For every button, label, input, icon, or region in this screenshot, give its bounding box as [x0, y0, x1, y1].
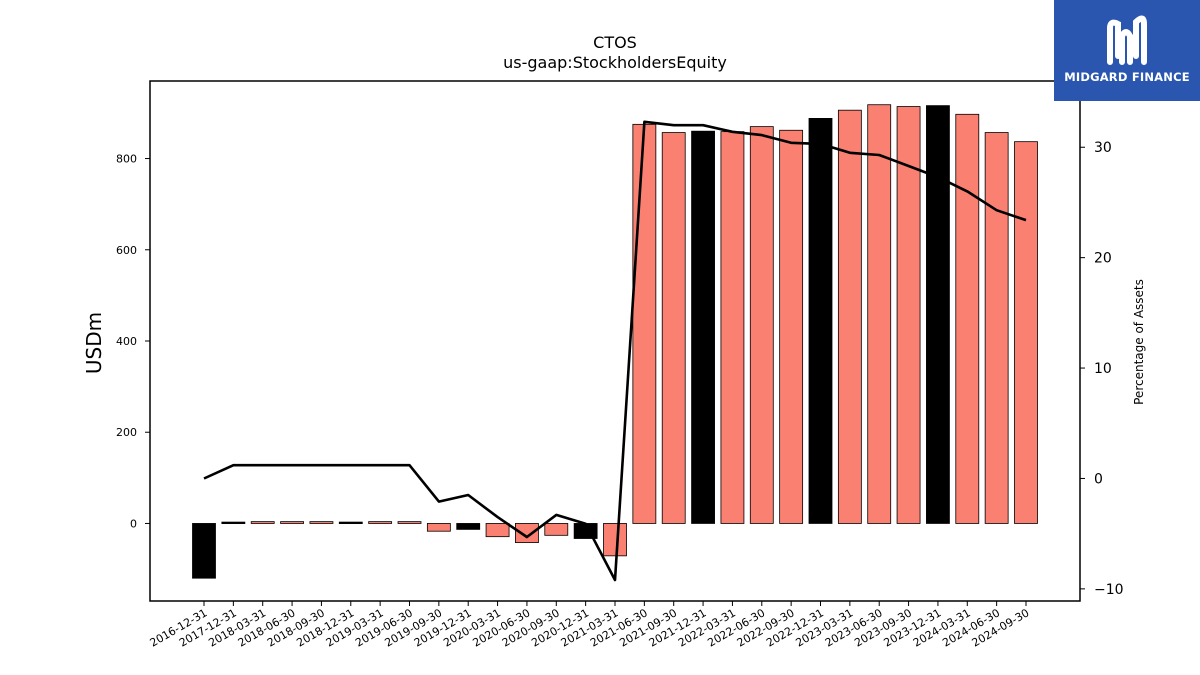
percentage-line-series: [203, 120, 1027, 582]
y2-tick-label: 30: [1094, 140, 1112, 156]
percentage-line: [203, 120, 1027, 582]
bar-2020-06-30: [515, 523, 539, 544]
bar-2020-09-30: [544, 523, 569, 536]
midgard-finance-logo: MIDGARD FINANCE: [1054, 0, 1200, 101]
bar-2021-12-31: [691, 130, 715, 524]
bar-2018-12-31: [338, 521, 363, 524]
bar-2024-06-30: [984, 132, 1009, 524]
chart-subtitle: us-gaap:StockholdersEquity: [503, 53, 727, 72]
y2-tick-label: −10: [1094, 582, 1124, 598]
y-tick-label: 800: [116, 153, 137, 166]
chart-title: CTOS: [593, 33, 637, 52]
bar-2020-03-31: [485, 523, 510, 538]
bar-2023-06-30: [867, 104, 892, 524]
bar-2022-06-30: [749, 126, 774, 524]
bar-2017-12-31: [221, 521, 246, 524]
y-tick-label: 0: [130, 517, 137, 530]
bar-2018-03-31: [250, 521, 275, 524]
logo-text: MIDGARD FINANCE: [1064, 70, 1190, 84]
bar-2021-03-31: [603, 523, 627, 557]
bar-2023-03-31: [837, 109, 862, 524]
y2-tick-label: 0: [1094, 471, 1103, 487]
y-axis-label: USDm: [82, 312, 106, 374]
bar-2019-09-30: [426, 523, 451, 532]
bar-2023-12-31: [926, 105, 950, 524]
bar-2024-03-31: [955, 113, 980, 524]
right-axis-ticks: −10 0 10 20 30: [1080, 140, 1124, 598]
bar-2022-12-31: [808, 118, 833, 524]
bar-2022-09-30: [779, 129, 804, 524]
bar-2018-06-30: [280, 521, 304, 524]
bar-2024-09-30: [1014, 141, 1038, 524]
bar-2019-03-31: [368, 521, 393, 524]
bar-2016-12-31: [192, 523, 216, 579]
midgard-logo-mark-icon: [1107, 15, 1147, 65]
y2-tick-label: 20: [1094, 251, 1112, 267]
x-axis-ticks: 2016-12-312017-12-312018-03-312018-06-30…: [148, 601, 1032, 650]
bar-2021-09-30: [661, 132, 686, 524]
bar-2021-06-30: [632, 123, 657, 524]
bar-2018-09-30: [309, 521, 334, 524]
y2-axis-label: Percentage of Assets: [1132, 279, 1146, 405]
y-tick-label: 400: [116, 335, 137, 348]
bar-series: [192, 104, 1038, 579]
bar-2023-09-30: [896, 106, 921, 524]
bar-2022-03-31: [720, 131, 745, 524]
bar-2019-12-31: [456, 523, 481, 530]
y2-tick-label: 10: [1094, 361, 1112, 377]
y-tick-label: 200: [116, 426, 137, 439]
y-tick-label: 600: [116, 244, 137, 257]
bar-2019-06-30: [397, 521, 422, 524]
left-axis-ticks: 0 200 400 600 800: [116, 153, 150, 530]
